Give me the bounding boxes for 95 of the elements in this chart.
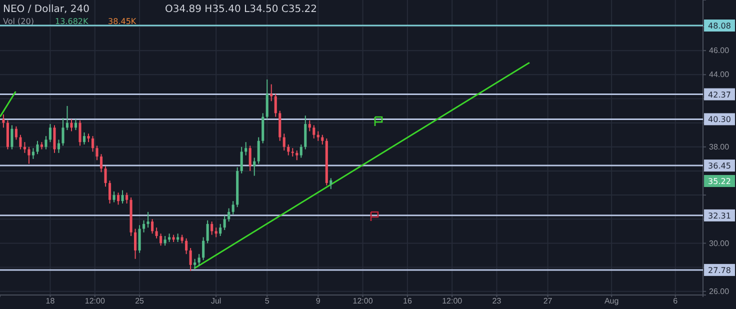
candlestick [312, 124, 316, 139]
x-tick-label: 23 [492, 296, 502, 306]
candlestick [194, 258, 196, 270]
candlestick [104, 166, 107, 188]
candlestick [2, 114, 5, 128]
candlestick [330, 178, 332, 190]
candlestick [202, 236, 205, 261]
candlestick [142, 220, 146, 233]
ref-line-label: 27.78 [708, 266, 731, 275]
ref-line-label: 40.30 [708, 115, 731, 124]
candlestick [287, 144, 290, 156]
candlestick [219, 223, 222, 236]
candlestick [240, 146, 243, 174]
y-tick-label: 30.00 [709, 238, 730, 248]
candlestick [19, 134, 22, 150]
candlestick [28, 146, 30, 164]
annotation: 38.45K [108, 17, 137, 26]
candlestick [232, 200, 234, 215]
candlestick [112, 190, 116, 203]
x-tick-label: 9 [316, 296, 321, 306]
x-tick-label: 12:00 [84, 296, 106, 306]
candlestick [126, 192, 128, 204]
candlestick [82, 132, 86, 145]
candlestick [74, 118, 78, 131]
candlestick [155, 227, 158, 239]
candlestick [78, 120, 82, 146]
x-tick-label: 27 [543, 296, 553, 306]
candlestick [189, 248, 192, 272]
y-tick-label: 26.00 [709, 286, 730, 296]
candlestick [198, 254, 200, 267]
candlestick [210, 221, 214, 236]
candlestick [270, 84, 273, 102]
candlestick [214, 227, 218, 238]
candlestick [244, 142, 248, 156]
candlestick [62, 118, 64, 146]
x-tick-label: 12:00 [442, 296, 463, 306]
ref-line-label: 36.45 [708, 162, 731, 171]
candlestick [206, 220, 209, 244]
annotation: Vol (20) [3, 17, 34, 26]
x-tick-label: 6 [673, 296, 678, 306]
x-tick-label: 5 [264, 296, 270, 306]
x-tick-label: 12:00 [352, 296, 374, 306]
candlestick [160, 233, 162, 246]
candlestick [248, 145, 252, 172]
y-tick-label: 46.00 [709, 46, 730, 56]
candlestick [121, 190, 124, 204]
ref-line-label: 48.08 [708, 22, 731, 31]
annotation: O34.89 H35.40 L34.50 C35.22 [165, 4, 317, 15]
candlestick [274, 93, 277, 118]
candlestick [253, 157, 256, 176]
candlestick [91, 136, 94, 152]
candlestick [282, 133, 286, 152]
candlestick [308, 120, 311, 132]
candlestick [57, 139, 60, 154]
candlestick [70, 118, 73, 132]
candlestick [117, 192, 120, 206]
candlestick [257, 136, 260, 164]
candlestick [14, 126, 18, 140]
candlestick [36, 140, 39, 155]
candlestick [32, 148, 34, 160]
candlestick [151, 218, 154, 234]
candlestick [296, 150, 298, 161]
candlestick [108, 180, 112, 204]
candlestick [185, 238, 188, 255]
candlestick [146, 211, 150, 228]
candlestick [10, 124, 14, 150]
candlestick [53, 124, 56, 154]
ref-line-label: 42.37 [708, 90, 731, 100]
y-tick-label: 44.00 [709, 70, 730, 80]
x-tick-label: 25 [135, 296, 145, 306]
candlestick [266, 78, 268, 120]
candlestick [228, 208, 230, 222]
candlestick [134, 228, 137, 260]
x-tick-label: Jul [210, 296, 222, 306]
candlestick [96, 145, 98, 161]
candlestick [23, 142, 26, 154]
candlestick [138, 224, 141, 254]
annotation: 13.682K [55, 17, 89, 26]
candlestick [304, 115, 307, 150]
candlestick [44, 136, 48, 150]
candlestick [300, 144, 302, 158]
candlestick [100, 154, 103, 173]
candlestick [223, 215, 226, 230]
candlestick [321, 134, 324, 145]
candlestick [48, 124, 52, 143]
candlestick [316, 130, 320, 142]
ref-line-label: 32.31 [708, 211, 731, 220]
x-tick-label: Aug [604, 296, 619, 306]
x-tick-label: 18 [46, 296, 56, 306]
x-tick-label: 16 [402, 296, 412, 306]
y-tick-label: 38.00 [709, 142, 730, 152]
candlestick [164, 236, 166, 246]
candlestick [66, 105, 69, 131]
chart-title: NEO / Dollar, 240 [3, 4, 90, 15]
text: 35.22 [708, 177, 731, 186]
